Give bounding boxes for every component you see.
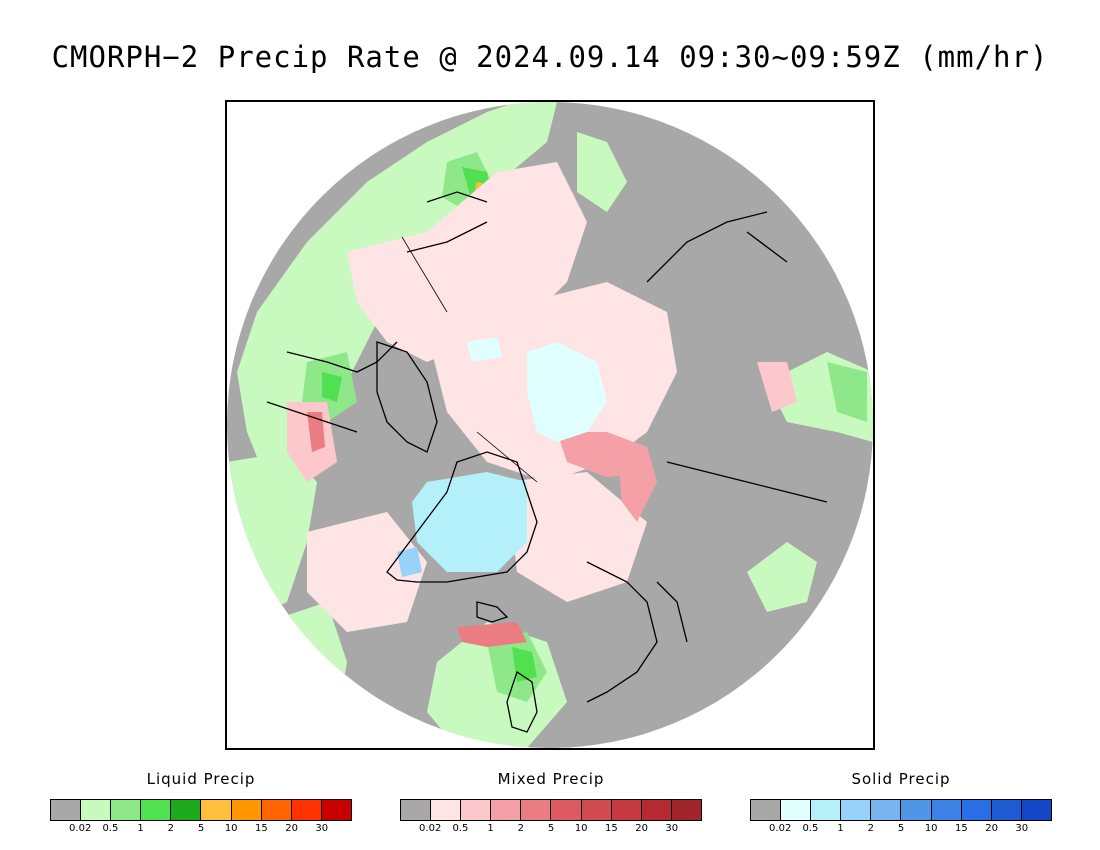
mixed-swatch-6 (581, 800, 612, 820)
solid-swatch-0 (751, 800, 782, 820)
siberia-coast (646, 211, 828, 503)
mixed-tick-label: 0.02 (419, 823, 442, 834)
legend-solid-colorbar (750, 799, 1052, 821)
legend-liquid-colorbar (50, 799, 352, 821)
solid-swatch-7 (961, 800, 992, 820)
solid-tick-label: 15 (955, 823, 968, 834)
coastlines (266, 191, 828, 733)
mixed-swatch-7 (611, 800, 642, 820)
liquid-swatch-3 (141, 800, 172, 820)
mixed-swatch-5 (551, 800, 582, 820)
solid-swatch-1 (781, 800, 812, 820)
legend-solid-title: Solid Precip (851, 770, 951, 788)
mixed-swatch-1 (431, 800, 462, 820)
mixed-swatch-3 (491, 800, 522, 820)
liquid-swatch-0 (51, 800, 82, 820)
liquid-swatch-4 (171, 800, 202, 820)
legend-mixed-ticks: 0.02 0.5 1 2 5 10 15 20 30 (400, 823, 702, 837)
solid-swatch-8 (991, 800, 1022, 820)
liquid-tick-label: 2 (167, 823, 174, 834)
mixed-tick-label: 5 (547, 823, 555, 834)
solid-swatch-4 (871, 800, 902, 820)
canada-coast (266, 341, 398, 433)
iceland-coast (476, 601, 509, 623)
legend-solid: Solid Precip 0.02 0.5 1 2 5 10 15 20 30 (750, 770, 1052, 837)
liquid-swatch-5 (201, 800, 232, 820)
mixed-tick-label: 20 (635, 823, 648, 834)
liquid-tick-label: 20 (285, 823, 298, 834)
solid-tick-label: 0.5 (802, 823, 819, 834)
mixed-swatch-2 (461, 800, 492, 820)
scandinavia-coast (586, 561, 688, 703)
solid-swatch-3 (841, 800, 872, 820)
mixed-tick-label: 10 (574, 823, 588, 834)
mixed-swatch-9 (671, 800, 701, 820)
legend-liquid-ticks: 0.02 0.5 1 2 5 10 15 20 30 (50, 823, 352, 837)
solid-swatch-6 (931, 800, 962, 820)
liquid-swatch-2 (111, 800, 142, 820)
mixed-tick-label: 0.5 (452, 823, 469, 834)
liquid-tick-label: 10 (224, 823, 238, 834)
british-isles-coast (506, 670, 538, 733)
precip-field (227, 102, 873, 748)
polar-precip-map (225, 100, 875, 750)
legend-mixed-colorbar (400, 799, 702, 821)
solid-tick-label: 20 (985, 823, 998, 834)
border-line (476, 431, 538, 483)
liquid-tick-label: 15 (255, 823, 268, 834)
mixed-tick-label: 15 (605, 823, 618, 834)
liquid-tick-label: 5 (197, 823, 205, 834)
legend-solid-ticks: 0.02 0.5 1 2 5 10 15 20 30 (750, 823, 1052, 837)
solid-swatch-2 (811, 800, 842, 820)
mixed-swatch-4 (521, 800, 552, 820)
liquid-tick-label: 30 (315, 823, 329, 834)
greenland-coast (386, 451, 538, 583)
map-canvas (227, 102, 873, 748)
liquid-swatch-1 (81, 800, 112, 820)
alaska-coast (406, 191, 488, 253)
mixed-tick-label: 30 (665, 823, 679, 834)
arctic-archipelago-coast (376, 341, 438, 453)
liquid-tick-label: 0.02 (69, 823, 92, 834)
solid-tick-label: 2 (867, 823, 874, 834)
solid-tick-label: 0.02 (769, 823, 792, 834)
legend-liquid-title: Liquid Precip (146, 770, 256, 788)
legend-mixed-title: Mixed Precip (497, 770, 605, 788)
legend-liquid: Liquid Precip 0.02 0.5 1 2 5 10 15 20 30 (50, 770, 352, 837)
liquid-tick-label: 0.5 (102, 823, 119, 834)
liquid-swatch-6 (231, 800, 262, 820)
liquid-swatch-7 (261, 800, 292, 820)
mixed-swatch-0 (401, 800, 432, 820)
liquid-tick-label: 1 (137, 823, 144, 834)
legend-mixed: Mixed Precip 0.02 0.5 1 2 5 10 15 20 30 (400, 770, 702, 837)
border-line (401, 236, 448, 313)
solid-tick-label: 10 (924, 823, 938, 834)
solid-swatch-5 (901, 800, 932, 820)
solid-swatch-9 (1021, 800, 1051, 820)
liquid-swatch-9 (321, 800, 351, 820)
solid-tick-label: 30 (1015, 823, 1029, 834)
solid-tick-label: 5 (897, 823, 905, 834)
solid-tick-label: 1 (837, 823, 844, 834)
map-title: CMORPH−2 Precip Rate @ 2024.09.14 09:30~… (51, 40, 1049, 74)
liquid-swatch-8 (291, 800, 322, 820)
mixed-tick-label: 2 (517, 823, 524, 834)
mixed-swatch-8 (641, 800, 672, 820)
mixed-tick-label: 1 (487, 823, 494, 834)
solid-precip-areas (397, 337, 607, 577)
